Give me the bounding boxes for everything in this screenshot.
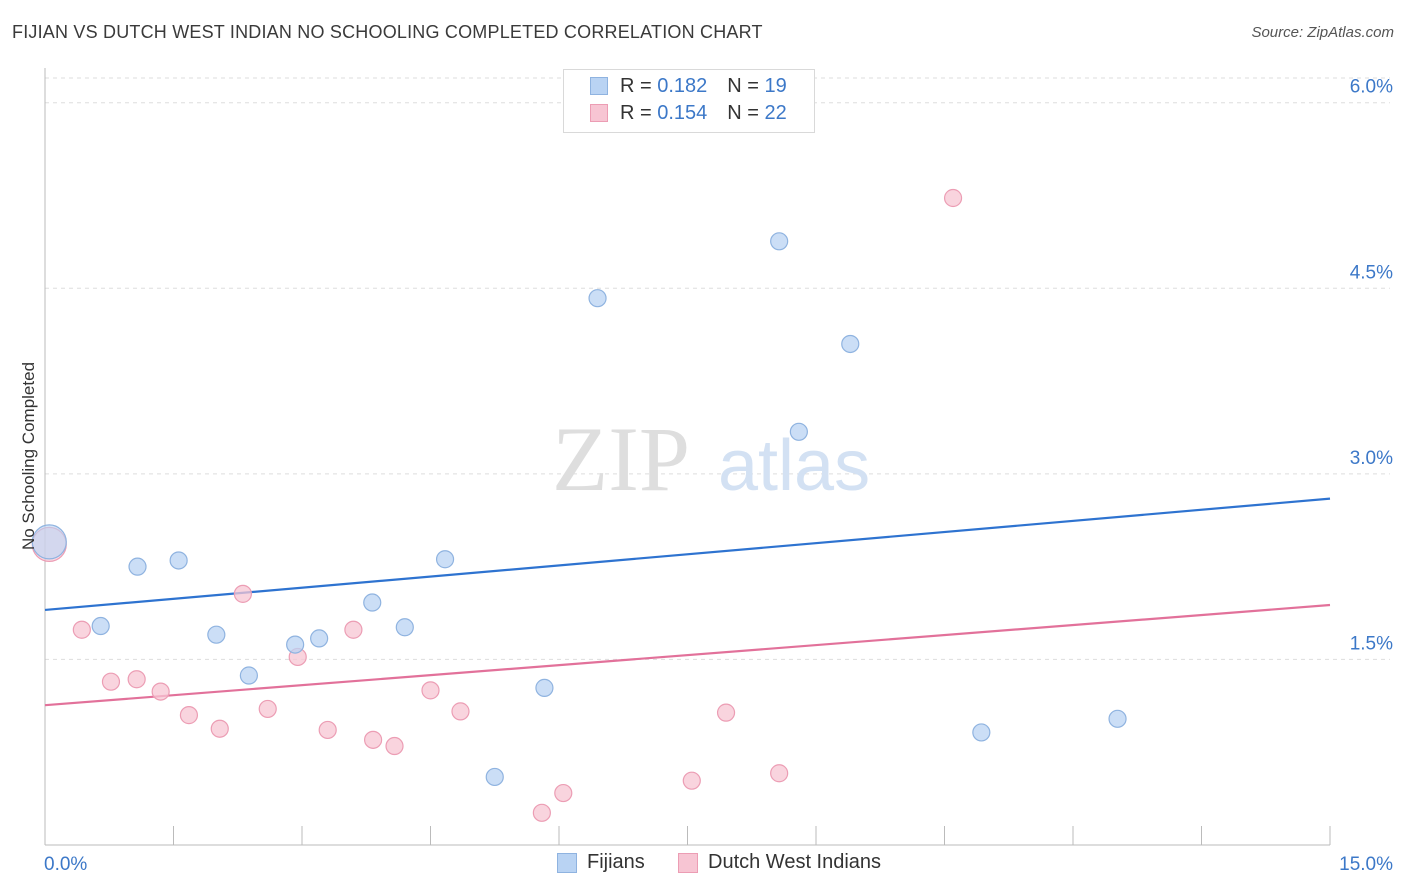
fijian-point <box>239 666 258 685</box>
dutch-point <box>451 702 470 721</box>
fijians-trend-line <box>44 497 1331 612</box>
dutch-point <box>344 620 363 639</box>
dutch-swatch <box>590 104 608 122</box>
dutch-swatch <box>678 852 698 873</box>
bottom-legend-fijians: Fijians <box>557 851 645 874</box>
legend-r-label: R = <box>620 74 652 97</box>
y-tick-label: 1.5% <box>1350 633 1393 654</box>
fijian-point <box>286 635 305 654</box>
dutch-point <box>101 672 121 691</box>
dutch-trend-line <box>44 603 1331 707</box>
source-label: Source: ZipAtlas.com <box>1251 24 1394 41</box>
dutch-point <box>233 584 252 603</box>
fijian-point <box>770 232 789 251</box>
fijian-point <box>31 524 67 560</box>
fijian-point <box>363 593 382 612</box>
fijian-point <box>310 629 329 648</box>
fijian-point <box>395 618 414 637</box>
data-points <box>31 188 1127 822</box>
fijian-point <box>169 551 188 570</box>
gridlines <box>45 77 1390 660</box>
dutch-point <box>72 620 91 639</box>
y-axis-label: No Schooling Completed <box>19 362 38 550</box>
legend-n-label: N = <box>727 74 759 97</box>
fijian-point <box>207 625 226 644</box>
fijian-point <box>128 557 147 576</box>
fijian-point <box>588 289 607 308</box>
watermark: ZIP atlas <box>552 408 870 510</box>
legend-row-dutch: R = 0.154 N = 22 <box>590 100 787 126</box>
fijians-swatch <box>590 77 608 95</box>
correlation-legend: R = 0.182 N = 19 R = 0.154 N = 22 <box>563 69 815 133</box>
watermark-zip: ZIP <box>552 408 690 510</box>
dutch-point <box>770 764 789 783</box>
legend-n-value: 19 <box>764 74 787 97</box>
fijian-point <box>789 422 808 441</box>
axes <box>44 68 1331 846</box>
x-tick-label: 15.0% <box>1339 854 1393 875</box>
trend-lines <box>44 497 1331 707</box>
y-tick-label: 6.0% <box>1350 77 1393 98</box>
dutch-point <box>210 719 229 738</box>
dutch-point <box>151 682 170 701</box>
fijian-point <box>841 334 860 354</box>
fijian-point <box>485 767 504 787</box>
fijians-label: Fijians <box>587 851 645 873</box>
dutch-point <box>127 670 146 689</box>
dutch-label: Dutch West Indians <box>708 851 882 873</box>
legend-n-label: N = <box>727 101 759 124</box>
fijian-point <box>1108 709 1127 728</box>
tick-labels: 1.5% 3.0% 4.5% 6.0% 0.0% 15.0% <box>44 77 1393 875</box>
fijians-swatch <box>557 852 577 873</box>
dutch-point <box>421 681 440 700</box>
fijian-point <box>972 723 991 742</box>
legend-r-value: 0.182 <box>657 74 708 97</box>
dutch-point <box>682 771 701 790</box>
legend-r-value: 0.154 <box>657 101 708 124</box>
bottom-legend-dutch: Dutch West Indians <box>678 851 881 874</box>
y-tick-label: 4.5% <box>1350 262 1393 283</box>
legend-row-fijians: R = 0.182 N = 19 <box>590 73 787 99</box>
dutch-point <box>385 736 404 756</box>
dutch-point <box>179 706 199 725</box>
fijian-point <box>535 678 554 697</box>
fijian-point <box>435 550 455 569</box>
dutch-point <box>364 730 383 749</box>
legend-r-label: R = <box>620 101 652 124</box>
fijian-point <box>91 616 110 636</box>
dutch-point <box>532 803 551 822</box>
x-tick-label: 0.0% <box>44 854 87 875</box>
legend-n-value: 22 <box>764 101 787 124</box>
dutch-point <box>554 783 573 803</box>
dutch-point <box>716 703 736 722</box>
chart-title: FIJIAN VS DUTCH WEST INDIAN NO SCHOOLING… <box>12 22 763 42</box>
dutch-point <box>943 188 963 208</box>
y-tick-label: 3.0% <box>1350 448 1393 469</box>
dutch-point <box>318 720 337 740</box>
dutch-point <box>258 699 277 719</box>
